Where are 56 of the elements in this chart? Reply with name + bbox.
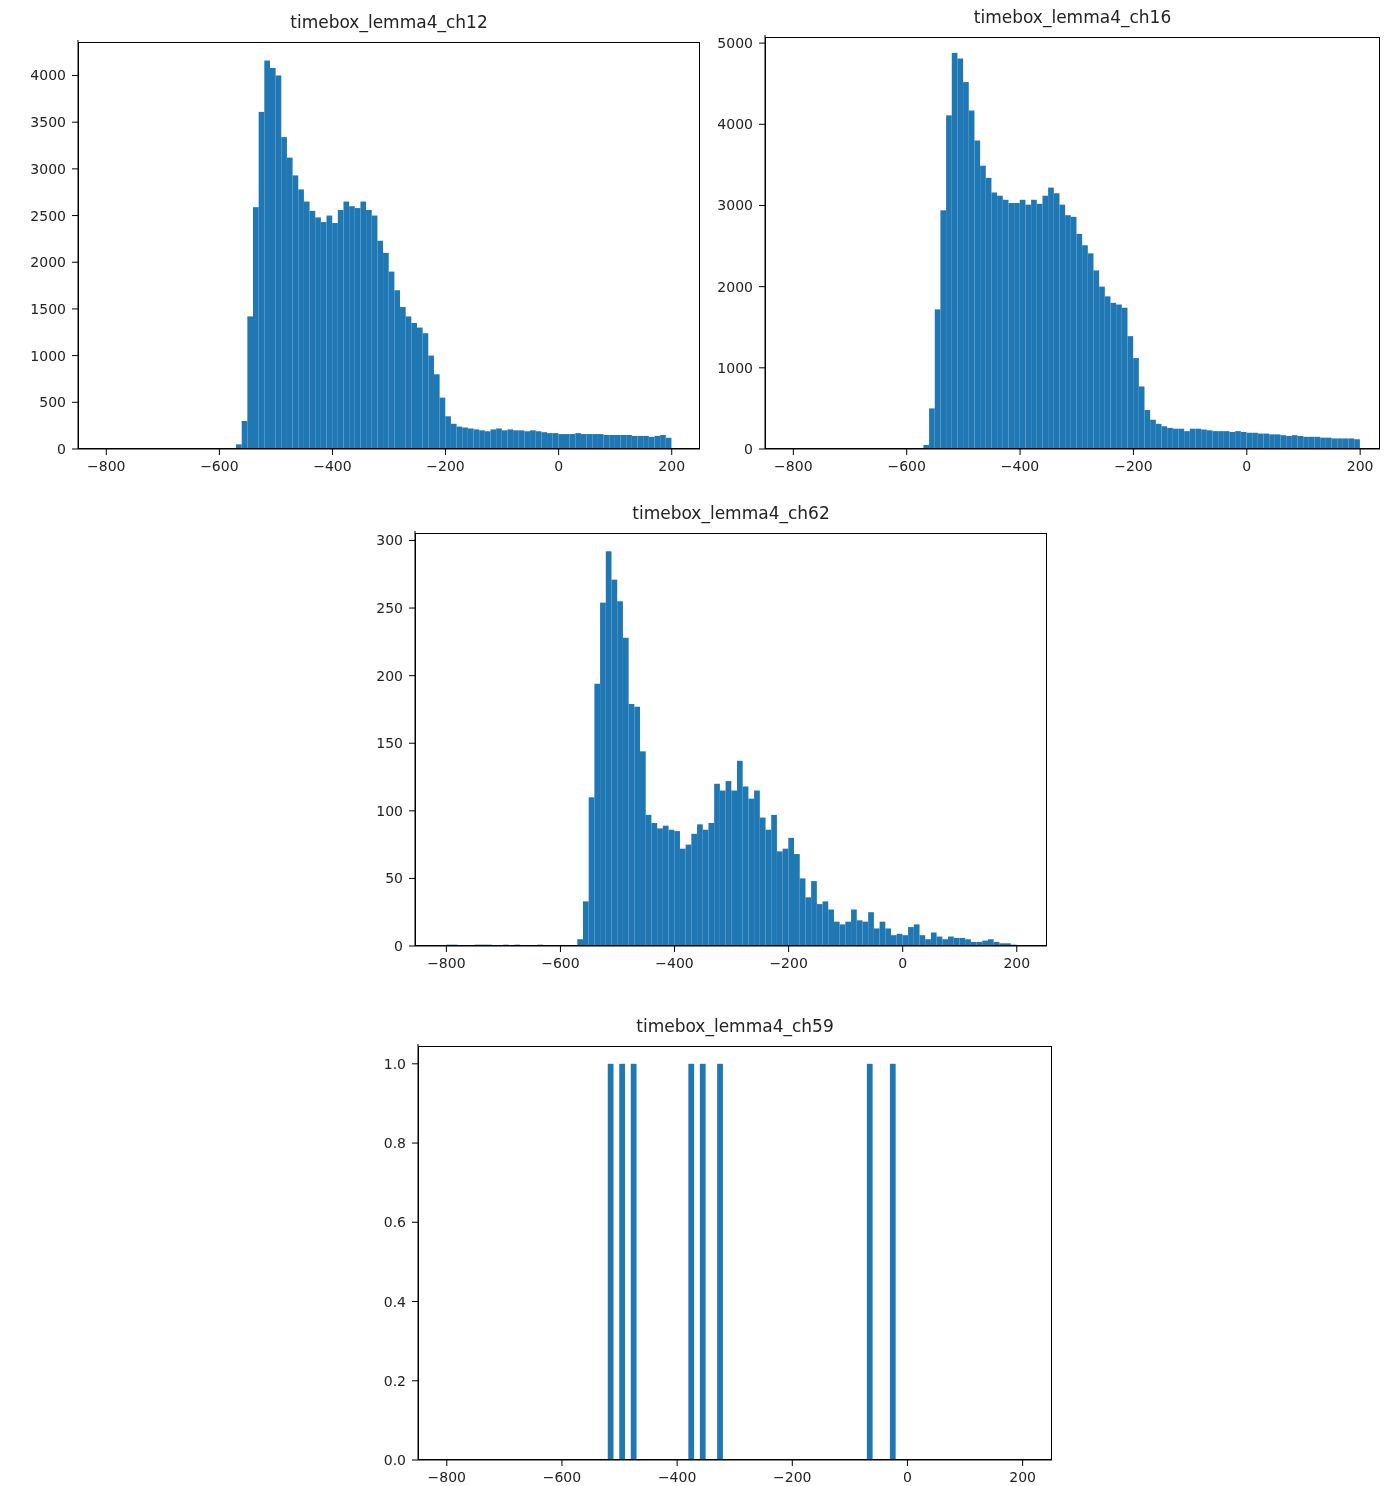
x-tick-label: −200	[769, 955, 808, 971]
x-tick-label: −400	[313, 458, 352, 474]
x-tick-label: 200	[1003, 955, 1031, 971]
y-tick-label: 300	[376, 532, 403, 549]
x-tick-label: 0	[554, 458, 564, 474]
x-tick-label: 200	[1346, 458, 1374, 474]
y-tick-label: 1000	[30, 347, 66, 364]
x-tick-label: −800	[774, 458, 813, 474]
y-tick-label: 0.0	[383, 1452, 406, 1468]
chart-title: timebox_lemma4_ch59	[635, 1015, 835, 1039]
x-tick-label: 200	[1009, 1469, 1036, 1485]
y-tick-label: 200	[376, 667, 403, 684]
y-tick-label: 2500	[30, 207, 66, 224]
x-tick-label: 0	[903, 1469, 912, 1485]
y-tick-label: 250	[376, 600, 403, 617]
y-tick-label: 0	[744, 441, 753, 457]
y-tick-label: 0.6	[383, 1214, 407, 1231]
x-tick-label: −400	[657, 1469, 697, 1485]
x-tick-label: −400	[1000, 458, 1040, 474]
y-tick-label: 3000	[717, 197, 753, 214]
y-tick-label: 150	[376, 735, 403, 752]
chart-title: timebox_lemma4_ch16	[972, 6, 1173, 30]
y-tick-label: 0.8	[383, 1135, 406, 1152]
y-tick-label: 2000	[717, 278, 753, 295]
x-tick-label: 0	[898, 955, 908, 971]
x-tick-label: −200	[426, 458, 465, 474]
y-tick-label: 1.0	[383, 1055, 406, 1072]
y-tick-label: 3500	[30, 114, 66, 131]
y-tick-label: 0	[394, 938, 403, 954]
y-tick-label: 500	[39, 394, 66, 411]
x-tick-label: −200	[773, 1469, 812, 1485]
y-tick-label: 5000	[717, 35, 753, 52]
x-tick-label: −600	[541, 955, 580, 971]
y-tick-label: 50	[385, 870, 403, 887]
y-tick-label: 1000	[717, 359, 753, 376]
x-tick-label: −800	[87, 458, 126, 474]
y-tick-label: 4000	[717, 116, 753, 133]
y-tick-label: 3000	[30, 160, 66, 177]
x-tick-label: −600	[542, 1469, 582, 1485]
x-tick-label: 200	[658, 458, 686, 474]
x-tick-label: −600	[887, 458, 926, 474]
chart-title: timebox_lemma4_ch12	[289, 11, 489, 35]
x-tick-label: −800	[427, 955, 466, 971]
y-tick-label: 0	[57, 441, 66, 457]
y-tick-label: 2000	[30, 254, 66, 271]
x-tick-label: −400	[655, 955, 694, 971]
y-tick-label: 1500	[30, 300, 66, 317]
y-tick-label: 0.2	[383, 1372, 406, 1389]
y-tick-label: 0.4	[383, 1293, 407, 1310]
x-tick-label: −600	[200, 458, 239, 474]
y-tick-label: 4000	[30, 67, 66, 84]
chart-title: timebox_lemma4_ch62	[631, 502, 831, 526]
x-tick-label: 0	[1242, 458, 1252, 474]
x-tick-label: −200	[1114, 458, 1153, 474]
x-tick-label: −800	[427, 1469, 467, 1485]
y-tick-label: 100	[376, 802, 403, 819]
